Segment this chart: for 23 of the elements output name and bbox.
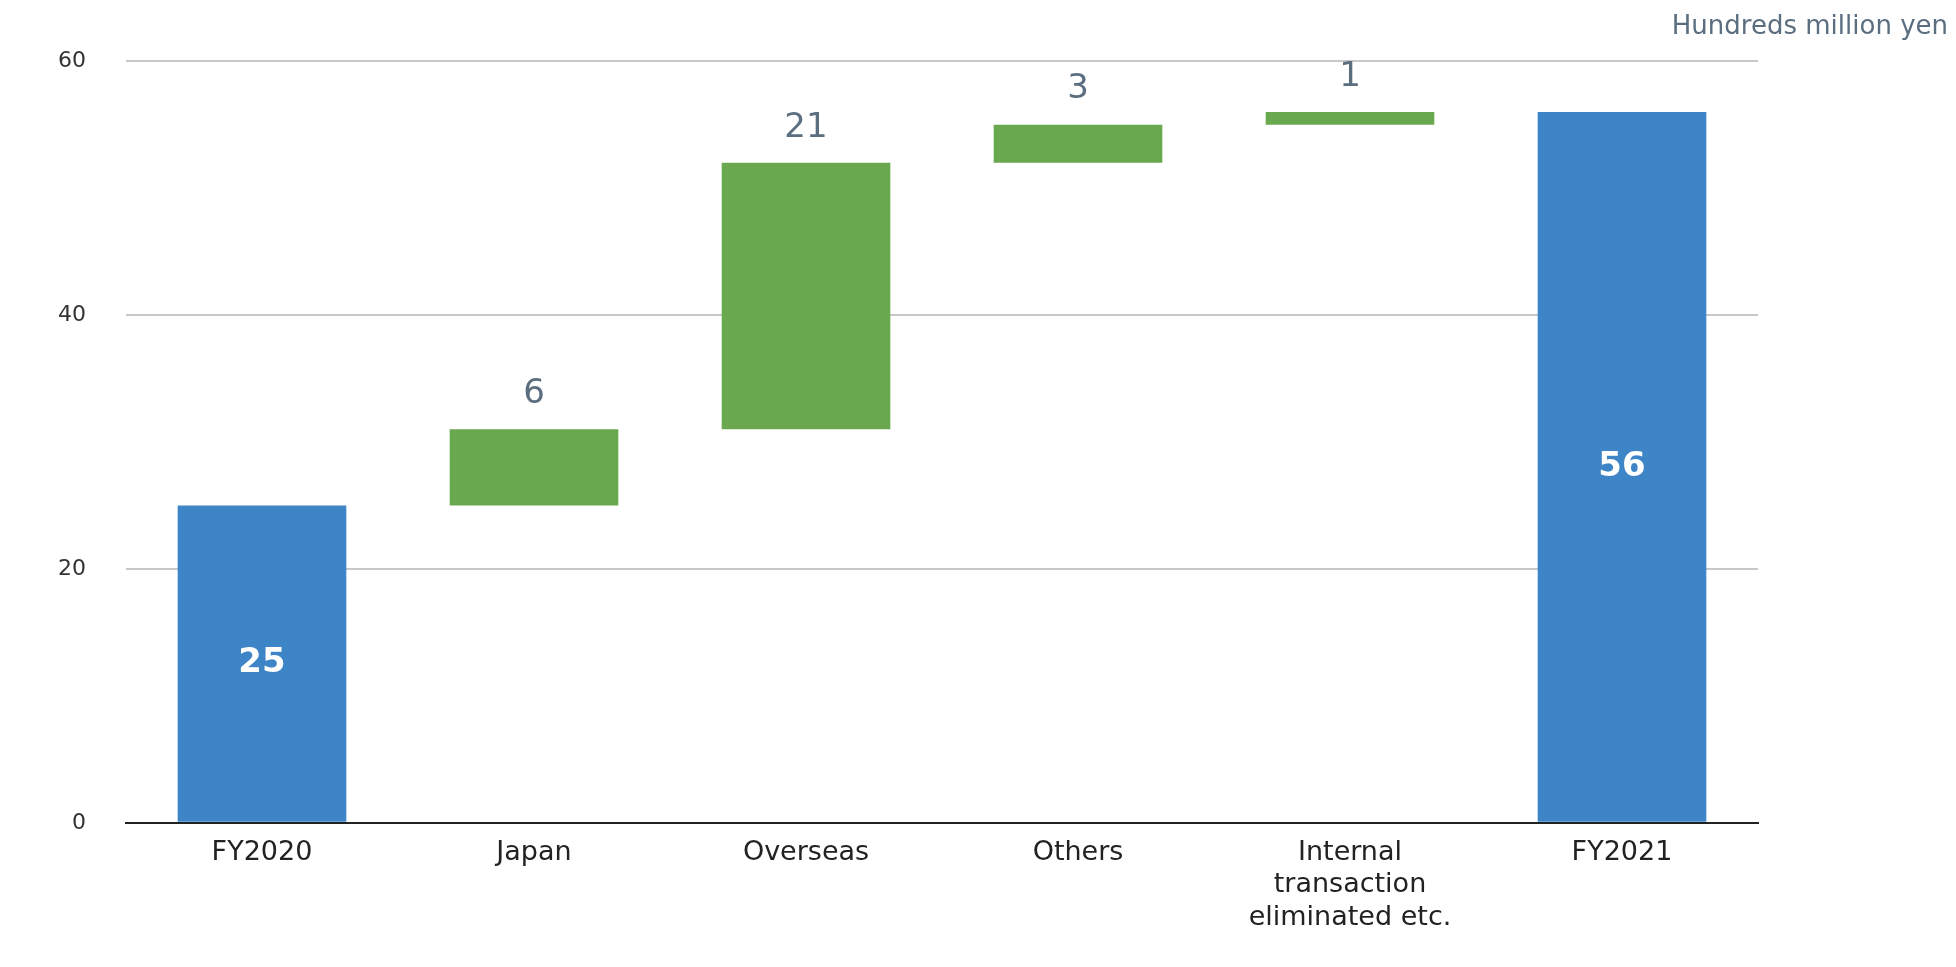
data-label: 1 xyxy=(1339,53,1361,94)
data-label: 25 xyxy=(238,640,286,681)
x-tick-label: FY2020 xyxy=(211,835,313,867)
bar xyxy=(449,429,619,506)
x-tick-label: Others xyxy=(1032,835,1124,867)
data-label: 21 xyxy=(784,104,828,145)
x-tick-label: Internal transaction eliminated etc. xyxy=(1248,835,1452,931)
data-label: 3 xyxy=(1067,66,1089,107)
data-label: 56 xyxy=(1598,443,1646,484)
x-tick-label: Overseas xyxy=(742,835,870,867)
x-tick-label: FY2021 xyxy=(1571,835,1673,867)
bar xyxy=(1265,111,1435,125)
y-tick-label: 20 xyxy=(57,554,86,580)
data-label: 6 xyxy=(523,371,545,412)
y-tick-label: 60 xyxy=(57,46,86,72)
y-axis-title: Hundreds million yen xyxy=(1671,10,1948,40)
x-tick-label: Japan xyxy=(494,835,572,867)
y-tick-label: 0 xyxy=(71,808,86,834)
bar xyxy=(1537,111,1707,822)
bar xyxy=(177,505,347,822)
bar xyxy=(721,162,891,430)
bar xyxy=(993,124,1163,163)
y-tick-label: 40 xyxy=(57,300,86,326)
